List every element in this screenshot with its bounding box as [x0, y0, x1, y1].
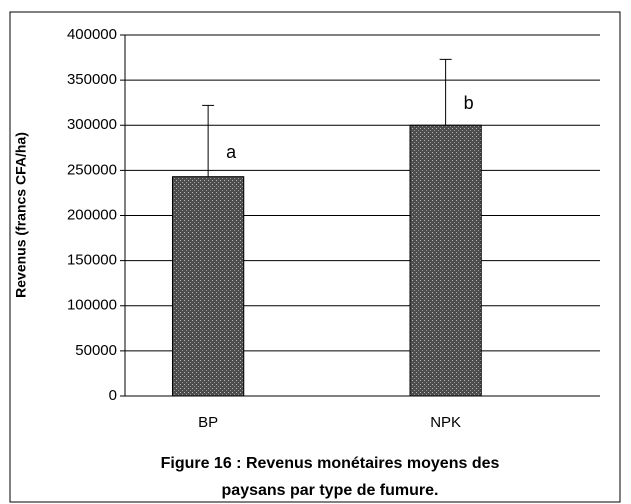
annotation: b [464, 93, 474, 113]
annotation: a [226, 142, 237, 162]
y-tick-label: 0 [109, 387, 117, 404]
x-tick-label: NPK [430, 414, 461, 431]
x-tick-label: BP [198, 414, 218, 431]
y-tick-label: 150000 [67, 252, 117, 269]
y-tick-label: 300000 [67, 116, 117, 133]
y-tick-label: 200000 [67, 206, 117, 223]
y-tick-label: 250000 [67, 161, 117, 178]
bar [409, 124, 482, 397]
caption: Figure 16 : Revenus monétaires moyens de… [160, 455, 500, 499]
frame [9, 11, 621, 503]
y-tick-label: 350000 [67, 71, 117, 88]
y-axis-label: Revenus (francs CFA/ha) [13, 132, 29, 298]
y-tick-label: 400000 [67, 26, 117, 43]
y-tick-label: 50000 [75, 342, 117, 359]
y-tick-label: 100000 [67, 297, 117, 314]
bar [172, 176, 245, 397]
